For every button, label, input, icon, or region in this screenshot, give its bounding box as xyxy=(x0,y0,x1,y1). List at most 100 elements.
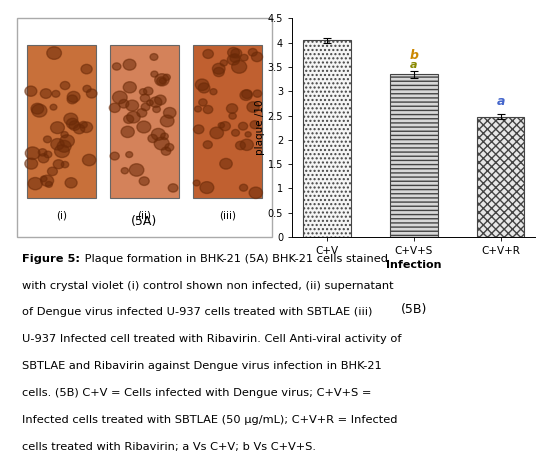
Circle shape xyxy=(153,106,161,112)
Circle shape xyxy=(83,85,91,92)
Circle shape xyxy=(38,149,47,156)
Circle shape xyxy=(229,113,236,119)
Circle shape xyxy=(165,144,174,151)
Circle shape xyxy=(248,49,257,56)
Circle shape xyxy=(124,115,134,123)
Circle shape xyxy=(163,74,171,80)
Circle shape xyxy=(31,103,44,114)
Circle shape xyxy=(240,54,248,61)
Circle shape xyxy=(126,151,132,157)
Text: Figure 5:: Figure 5: xyxy=(22,254,79,263)
Circle shape xyxy=(151,71,158,77)
Circle shape xyxy=(213,63,225,74)
Circle shape xyxy=(52,90,60,97)
Circle shape xyxy=(45,181,52,187)
Circle shape xyxy=(210,89,217,95)
Circle shape xyxy=(226,104,238,113)
Circle shape xyxy=(236,141,246,150)
Bar xyxy=(193,45,262,198)
Circle shape xyxy=(25,158,38,169)
Circle shape xyxy=(113,63,121,70)
Text: (5A): (5A) xyxy=(131,215,157,228)
Circle shape xyxy=(240,90,252,101)
Circle shape xyxy=(151,129,165,140)
Text: a: a xyxy=(496,95,505,108)
Circle shape xyxy=(193,180,200,186)
Circle shape xyxy=(121,126,134,138)
Text: Infected cells treated with SBTLAE (50 μg/mL); C+V+R = Infected: Infected cells treated with SBTLAE (50 μ… xyxy=(22,415,397,425)
Circle shape xyxy=(227,55,240,65)
Circle shape xyxy=(249,187,262,198)
Circle shape xyxy=(155,74,169,86)
Circle shape xyxy=(67,91,80,102)
Circle shape xyxy=(123,82,136,93)
Circle shape xyxy=(51,139,64,150)
Circle shape xyxy=(161,133,168,140)
Circle shape xyxy=(198,83,210,93)
Circle shape xyxy=(64,113,78,125)
Circle shape xyxy=(40,89,51,98)
Circle shape xyxy=(126,100,139,111)
Text: with crystal violet (i) control shown non infected, (ii) supernatant: with crystal violet (i) control shown no… xyxy=(22,280,394,291)
Circle shape xyxy=(168,184,178,192)
Circle shape xyxy=(69,121,80,130)
Circle shape xyxy=(160,115,174,127)
Circle shape xyxy=(50,104,57,110)
Circle shape xyxy=(203,141,213,149)
Circle shape xyxy=(140,94,150,102)
Circle shape xyxy=(232,129,240,136)
Circle shape xyxy=(53,160,64,169)
Circle shape xyxy=(144,87,153,95)
Circle shape xyxy=(155,95,166,105)
Circle shape xyxy=(126,112,140,123)
Circle shape xyxy=(231,49,242,58)
Text: Plaque formation in BHK-21 (5A) BHK-21 cells stained: Plaque formation in BHK-21 (5A) BHK-21 c… xyxy=(82,254,389,263)
Circle shape xyxy=(245,132,251,137)
Circle shape xyxy=(148,134,157,143)
Bar xyxy=(477,117,524,237)
Circle shape xyxy=(81,64,92,74)
Circle shape xyxy=(137,109,147,117)
Circle shape xyxy=(157,77,167,85)
Circle shape xyxy=(240,184,248,191)
Text: (iii): (iii) xyxy=(219,211,236,221)
Circle shape xyxy=(123,59,136,70)
Circle shape xyxy=(140,89,147,95)
Circle shape xyxy=(150,54,158,60)
Circle shape xyxy=(79,122,87,128)
Circle shape xyxy=(137,121,151,133)
X-axis label: Infection: Infection xyxy=(386,260,442,270)
Circle shape xyxy=(220,60,227,66)
Circle shape xyxy=(44,151,52,158)
Circle shape xyxy=(242,90,252,99)
Circle shape xyxy=(240,139,253,151)
Text: U-937 Infected cell treated with Ribavirin. Cell Anti-viral activity of: U-937 Infected cell treated with Ribavir… xyxy=(22,334,401,344)
Circle shape xyxy=(199,99,207,106)
Circle shape xyxy=(66,118,78,129)
Circle shape xyxy=(73,124,85,134)
Bar xyxy=(27,45,96,198)
Circle shape xyxy=(238,122,248,130)
Circle shape xyxy=(227,47,240,57)
Circle shape xyxy=(195,79,209,90)
Text: of Dengue virus infected U-937 cells treated with SBTLAE (iii): of Dengue virus infected U-937 cells tre… xyxy=(22,308,372,318)
Circle shape xyxy=(61,162,68,168)
Circle shape xyxy=(47,47,61,59)
Text: (5B): (5B) xyxy=(401,302,427,316)
Circle shape xyxy=(57,140,71,152)
Circle shape xyxy=(163,107,176,118)
Circle shape xyxy=(32,104,47,117)
Circle shape xyxy=(87,89,97,98)
Text: (i): (i) xyxy=(56,211,67,221)
Bar xyxy=(303,40,351,237)
Circle shape xyxy=(253,90,262,97)
Circle shape xyxy=(82,154,96,166)
Circle shape xyxy=(109,103,120,112)
Circle shape xyxy=(150,97,162,107)
Circle shape xyxy=(60,135,75,147)
Circle shape xyxy=(200,182,214,194)
Text: cells treated with Ribavirin; a Vs C+V; b Vs C+V+S.: cells treated with Ribavirin; a Vs C+V; … xyxy=(22,442,316,452)
Bar xyxy=(390,74,438,237)
Circle shape xyxy=(139,177,149,185)
Circle shape xyxy=(247,102,259,112)
